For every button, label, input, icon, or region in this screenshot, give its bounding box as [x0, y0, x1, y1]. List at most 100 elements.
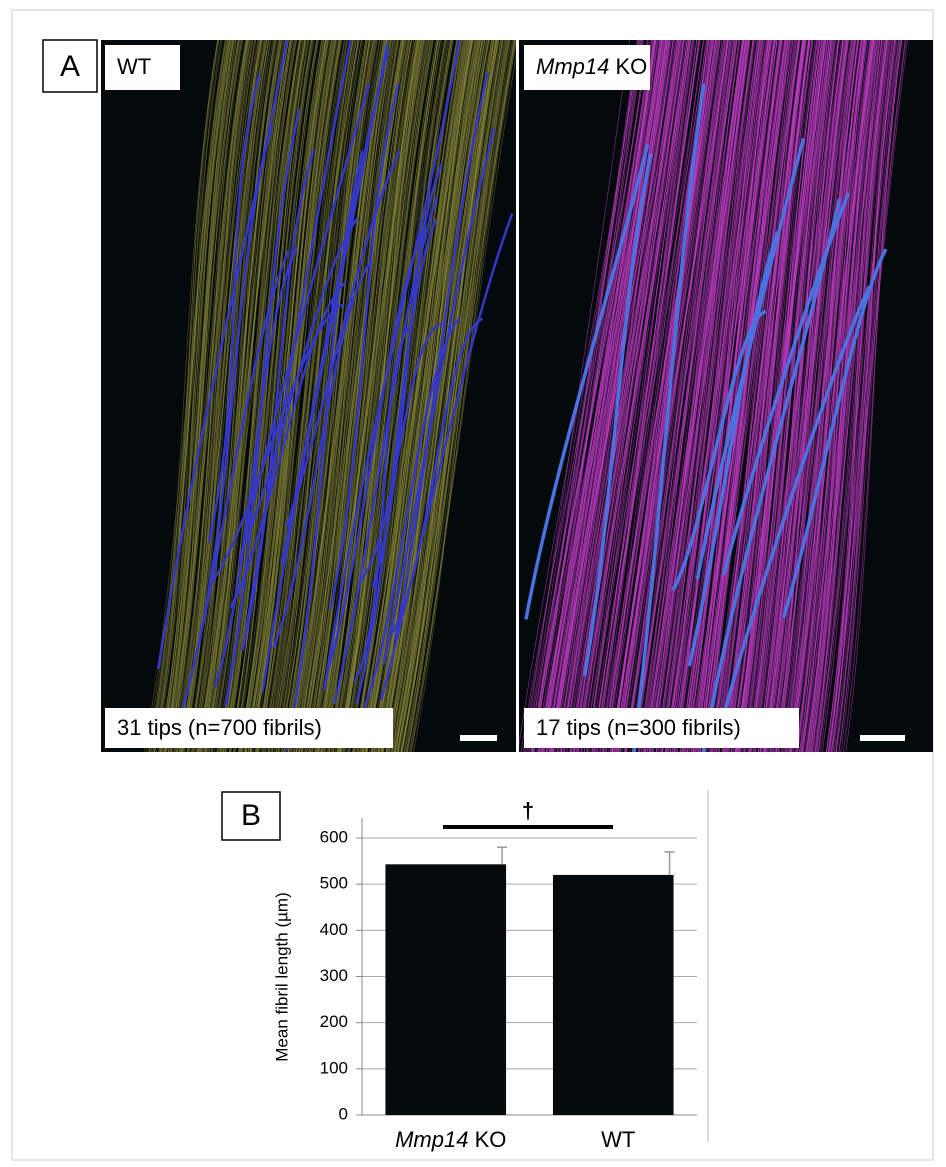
x-tick-label: Mmp14 KO	[395, 1127, 506, 1152]
fibril	[401, 40, 504, 752]
fibril	[651, 40, 743, 752]
fibril	[836, 40, 895, 752]
fibril	[230, 40, 318, 752]
fibril	[626, 40, 731, 752]
fibril	[364, 40, 458, 752]
highlighted-fibril	[379, 213, 514, 701]
fibril	[830, 40, 898, 752]
fibril	[229, 40, 302, 752]
fibril	[331, 40, 412, 752]
fibril	[354, 40, 439, 752]
fibril	[400, 40, 504, 752]
fibril	[387, 40, 495, 752]
fibril	[287, 40, 395, 752]
highlighted-fibril	[210, 303, 345, 584]
fibril	[149, 40, 232, 752]
fibril	[295, 40, 387, 752]
fibril	[371, 40, 489, 752]
fibril	[197, 40, 282, 752]
fibril	[657, 40, 746, 752]
fibril	[386, 40, 496, 752]
fibril	[520, 40, 650, 752]
fibril	[396, 40, 497, 752]
fibril	[260, 40, 359, 752]
fibril	[295, 40, 392, 752]
fibril	[726, 40, 813, 752]
fibril	[533, 40, 665, 752]
highlighted-fibril	[329, 83, 400, 611]
fibril	[362, 40, 481, 752]
fibril	[163, 40, 234, 752]
highlighted-fibril	[333, 195, 439, 705]
fibril	[753, 40, 826, 752]
fibril	[164, 40, 234, 752]
fibril	[750, 40, 830, 752]
fibril	[816, 40, 881, 752]
fibril	[234, 40, 307, 752]
fibril	[323, 40, 420, 752]
fibril	[261, 40, 346, 752]
fibril	[770, 40, 863, 752]
panel-letter: B	[241, 799, 261, 832]
fibril	[300, 40, 394, 752]
fibril	[337, 40, 418, 752]
fibril	[308, 40, 390, 752]
fibril	[380, 40, 493, 752]
fibril	[589, 40, 708, 752]
fibril	[388, 40, 493, 752]
fibril	[385, 40, 477, 752]
fibril	[234, 40, 328, 752]
fibril	[352, 40, 470, 752]
highlighted-fibril	[238, 83, 371, 562]
fibril	[362, 40, 471, 752]
fibril	[321, 40, 420, 752]
fibril	[365, 40, 478, 752]
fibril	[394, 40, 498, 752]
fibril	[845, 40, 901, 752]
highlighted-fibril	[156, 40, 289, 670]
fibril	[531, 40, 652, 752]
fibril	[387, 40, 477, 752]
fibril	[337, 40, 438, 752]
image-label: WT	[117, 54, 151, 79]
fibril	[371, 40, 481, 752]
fibril	[200, 40, 275, 752]
fibril	[406, 40, 499, 752]
fibril	[365, 40, 468, 752]
fibril	[197, 40, 289, 752]
fibril	[381, 40, 480, 752]
fibril	[298, 40, 388, 752]
fibril	[193, 40, 282, 752]
fibril	[175, 40, 248, 752]
highlighted-fibril	[196, 124, 274, 649]
fibril	[168, 40, 247, 752]
highlighted-fibril	[355, 218, 438, 704]
fibril	[267, 40, 341, 752]
fibril	[381, 40, 480, 752]
fibril	[229, 40, 315, 752]
highlighted-fibril	[687, 230, 780, 667]
caption-box	[105, 708, 393, 748]
fibril	[320, 40, 414, 752]
fibril	[317, 40, 396, 752]
fibril	[298, 40, 406, 752]
fibril	[163, 40, 231, 752]
fibril	[586, 40, 694, 752]
fibril	[760, 40, 853, 752]
fibril	[240, 40, 323, 752]
highlighted-fibril	[285, 150, 401, 527]
fibril	[150, 40, 229, 752]
fibril	[339, 40, 428, 752]
fibril	[788, 40, 868, 752]
fibril	[321, 40, 405, 752]
fibril	[224, 40, 306, 752]
fibril	[798, 40, 873, 752]
fibril	[537, 40, 648, 752]
fibril	[164, 40, 235, 752]
fibril	[394, 40, 513, 752]
annotation: †	[522, 798, 534, 823]
fibril	[232, 40, 313, 752]
highlighted-fibril	[207, 73, 262, 543]
fibril	[316, 40, 409, 752]
